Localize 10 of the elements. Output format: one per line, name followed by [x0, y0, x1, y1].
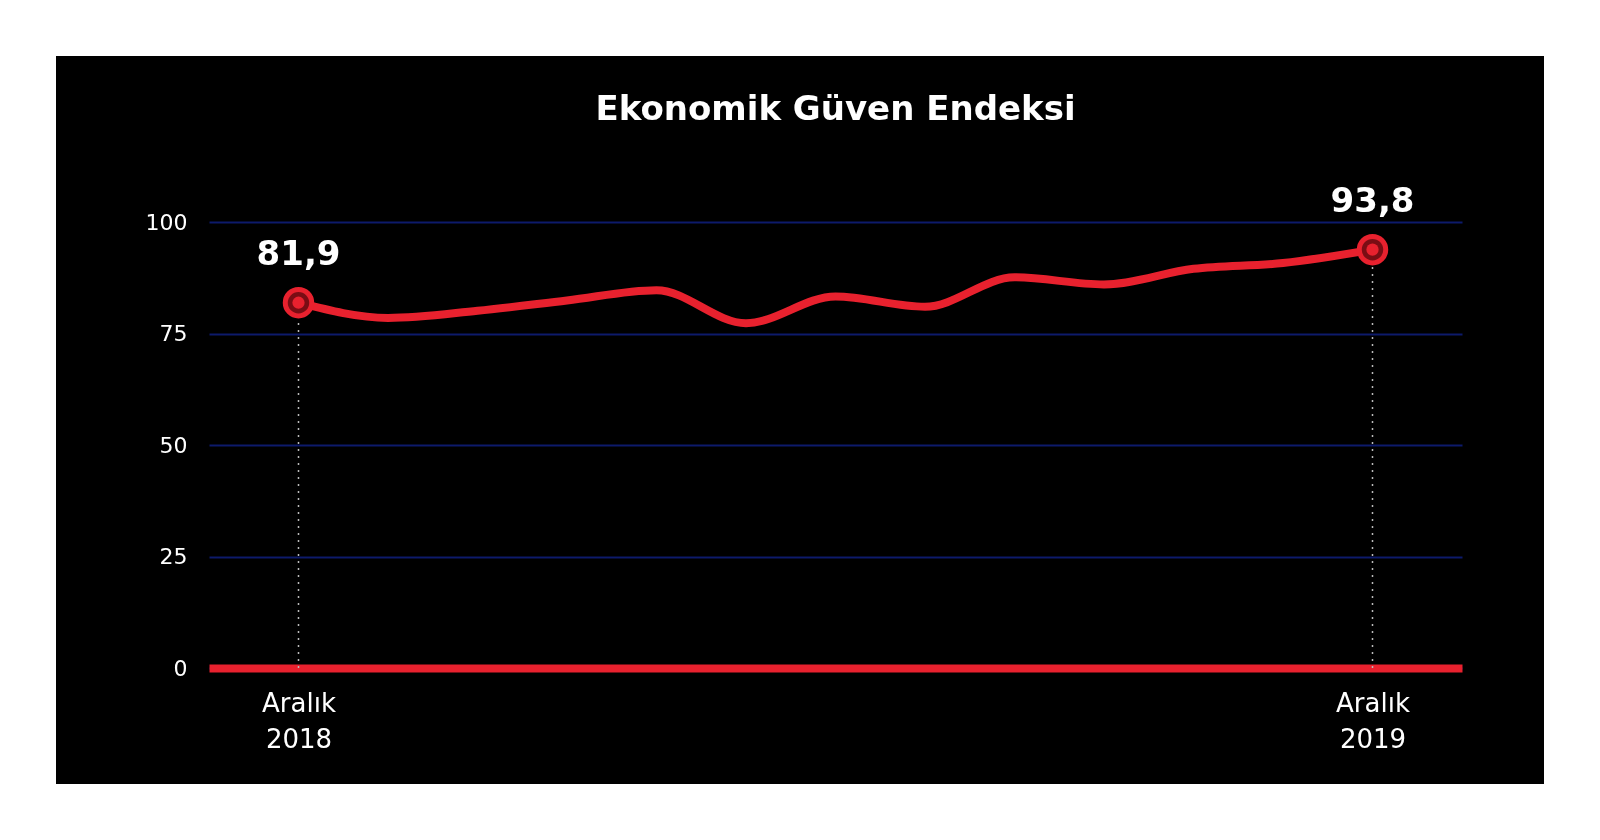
- x-tick-label: Aralık 2019: [1336, 687, 1410, 754]
- x-tick-label: Aralık 2018: [262, 687, 336, 754]
- y-tick-label: 75: [159, 321, 188, 346]
- y-tick-label: 100: [145, 209, 188, 235]
- data-label: 81,9: [256, 232, 341, 273]
- chart-title: Ekonomik Güven Endeksi: [595, 87, 1076, 128]
- y-tick-label: 25: [159, 544, 188, 569]
- y-tick-label: 50: [159, 432, 188, 458]
- data-label: 93,8: [1330, 179, 1415, 220]
- y-tick-label: 0: [173, 655, 188, 681]
